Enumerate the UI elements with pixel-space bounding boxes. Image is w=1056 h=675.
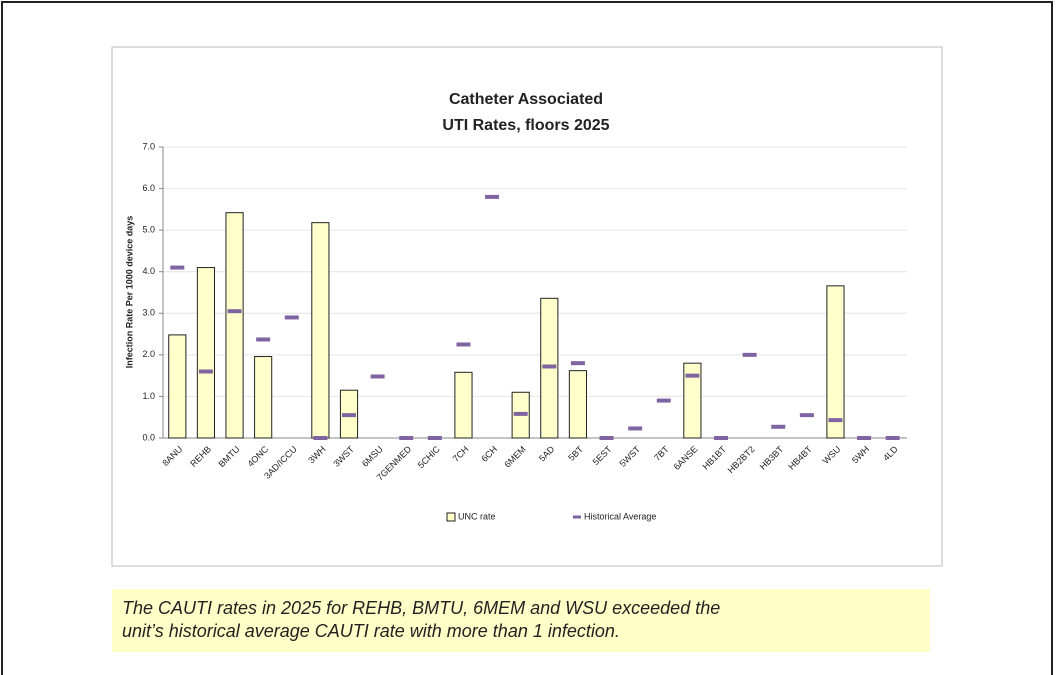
y-tick-label: 6.0 bbox=[142, 183, 155, 193]
bar bbox=[254, 356, 273, 439]
historical-mark bbox=[427, 436, 442, 440]
y-tick-label: 4.0 bbox=[142, 266, 155, 276]
historical-mark bbox=[656, 398, 671, 403]
y-tick-label: 1.0 bbox=[142, 391, 155, 401]
historical-mark bbox=[885, 436, 900, 440]
caption: The CAUTI rates in 2025 for REHB, BMTU, … bbox=[112, 589, 930, 652]
chart-box bbox=[111, 46, 943, 567]
legend-label: UNC rate bbox=[458, 511, 496, 521]
y-tick-label: 0.0 bbox=[142, 432, 155, 442]
historical-mark bbox=[342, 413, 356, 418]
bar bbox=[168, 334, 187, 439]
historical-mark bbox=[170, 265, 185, 270]
historical-mark bbox=[771, 424, 786, 429]
historical-mark bbox=[685, 373, 700, 378]
historical-mark bbox=[198, 369, 213, 374]
chart-title: Catheter Associated bbox=[449, 91, 603, 108]
historical-mark bbox=[313, 436, 328, 440]
historical-mark bbox=[628, 426, 643, 431]
bar bbox=[568, 370, 588, 439]
historical-mark bbox=[714, 436, 728, 440]
legend-swatch bbox=[446, 512, 456, 522]
historical-mark bbox=[828, 418, 843, 423]
y-tick-label: 2.0 bbox=[142, 349, 155, 359]
bar bbox=[196, 267, 216, 439]
bar bbox=[826, 285, 845, 439]
historical-mark bbox=[799, 413, 814, 418]
bar bbox=[683, 362, 702, 439]
caption-line: unit’s historical average CAUTI rate wit… bbox=[122, 621, 620, 641]
historical-mark bbox=[256, 337, 271, 342]
historical-mark bbox=[485, 194, 500, 199]
historical-mark bbox=[227, 309, 242, 314]
historical-mark bbox=[599, 436, 614, 440]
historical-mark bbox=[513, 411, 528, 416]
y-axis-label: Infection Rate Per 1000 device days bbox=[124, 216, 134, 369]
historical-mark bbox=[570, 361, 585, 366]
historical-mark bbox=[399, 436, 414, 440]
historical-mark bbox=[370, 374, 385, 379]
y-tick-label: 7.0 bbox=[142, 141, 155, 151]
historical-mark bbox=[542, 364, 557, 369]
bar bbox=[454, 371, 473, 439]
y-tick-label: 3.0 bbox=[142, 308, 155, 318]
historical-mark bbox=[742, 352, 757, 357]
chart-title: UTI Rates, floors 2025 bbox=[442, 117, 609, 134]
y-tick-label: 5.0 bbox=[142, 225, 155, 235]
historical-mark bbox=[284, 315, 299, 320]
bar bbox=[311, 222, 330, 439]
bar bbox=[225, 212, 244, 439]
legend-swatch bbox=[573, 515, 581, 519]
legend-label: Historical Average bbox=[584, 511, 656, 521]
historical-mark bbox=[857, 436, 872, 440]
caption-line: The CAUTI rates in 2025 for REHB, BMTU, … bbox=[122, 598, 721, 618]
historical-mark bbox=[456, 342, 471, 347]
